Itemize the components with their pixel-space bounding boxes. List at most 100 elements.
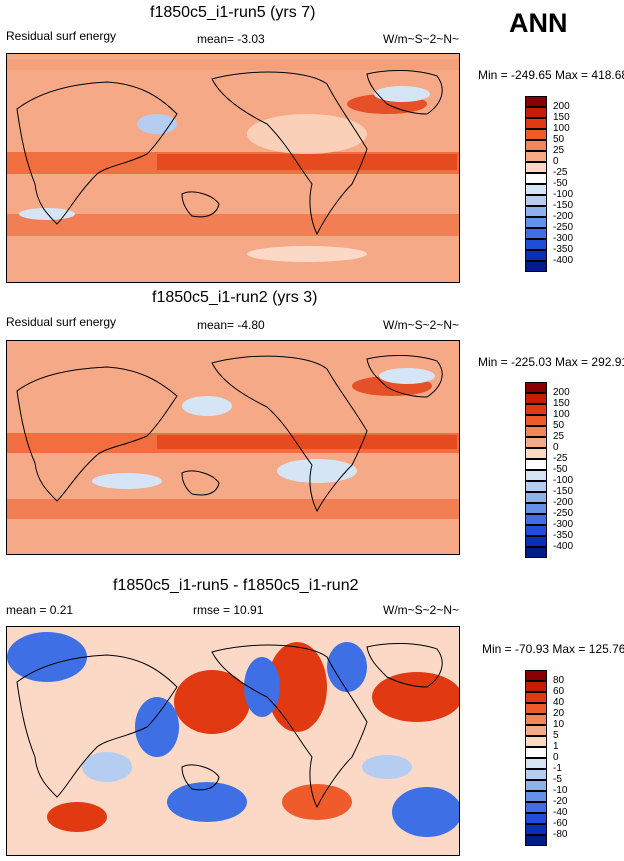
panel-3-colorbar-cell: [525, 835, 547, 846]
panel-2-colorbar-label: -400: [553, 541, 574, 552]
panel-3-colorbar-label: 5: [553, 730, 559, 741]
panel-3-colorbar-label: 40: [553, 697, 565, 708]
panel-2-colorbar-cell: [525, 481, 547, 492]
panel-3-colorbar-cell: [525, 758, 547, 769]
panel-3-colorbar-label: -1: [553, 763, 562, 774]
panel-3-colorbar-cell: [525, 681, 547, 692]
panel-3-units: W/m~S~2~N~: [383, 603, 460, 617]
panel-1-colorbar-label: -25: [553, 167, 568, 178]
panel-1-map-svg: [7, 54, 459, 282]
panel-3-colorbar-label: 0: [553, 752, 559, 763]
panel-3-rmse: rmse = 10.91: [193, 603, 264, 617]
panel-2-colorbar-cell: [525, 459, 547, 470]
panel-2-map: [6, 340, 460, 555]
panel-2-colorbar-cell: [525, 382, 547, 393]
panel-2-colorbar-cell: [525, 448, 547, 459]
panel-3-map: [6, 626, 460, 856]
panel-2-colorbar-cell: [525, 470, 547, 481]
panel-2-map-svg: [7, 341, 459, 554]
panel-3-colorbar-cell: [525, 747, 547, 758]
panel-2-colorbar-label: -350: [553, 530, 574, 541]
panel-3-colorbar-label: 80: [553, 675, 565, 686]
panel-3-colorbar-cell: [525, 714, 547, 725]
panel-1-colorbar-cell: [525, 239, 547, 250]
panel-3-mean: mean = 0.21: [6, 603, 74, 617]
panel-3-colorbar-label: -40: [553, 807, 568, 818]
panel-3-colorbar-cell: [525, 780, 547, 791]
panel-2-units: W/m~S~2~N~: [383, 318, 460, 332]
panel-3-colorbar-label: 1: [553, 741, 559, 752]
panel-2-mean: mean= -4.80: [197, 318, 265, 332]
panel-2-colorbar-label: -150: [553, 486, 574, 497]
panel-3-colorbar-cell: [525, 725, 547, 736]
panel-1-colorbar-cell: [525, 173, 547, 184]
panel-1-colorbar-cell: [525, 228, 547, 239]
panel-2-colorbar-label: -300: [553, 519, 574, 530]
panel-1-colorbar-label: -400: [553, 255, 574, 266]
panel-1-map: [6, 53, 460, 283]
panel-1-colorbar-label: -50: [553, 178, 568, 189]
panel-2-colorbar-label: -200: [553, 497, 574, 508]
panel-1-colorbar-label: 0: [553, 156, 559, 167]
panel-2-colorbar-cell: [525, 492, 547, 503]
panel-2-colorbar-label: 25: [553, 431, 565, 442]
panel-1-colorbar-label: -200: [553, 211, 574, 222]
panel-1-colorbar-cell: [525, 151, 547, 162]
panel-1-minmax: Min = -249.65 Max = 418.68: [478, 68, 624, 82]
panel-2-colorbar-cell: [525, 404, 547, 415]
panel-3-colorbar-label: -20: [553, 796, 568, 807]
panel-1-colorbar-cell: [525, 217, 547, 228]
panel-2-minmax: Min = -225.03 Max = 292.91: [478, 355, 624, 369]
panel-2-colorbar-cell: [525, 437, 547, 448]
panel-1-colorbar-label: -250: [553, 222, 574, 233]
panel-1-colorbar-label: 200: [553, 101, 570, 112]
panel-2-colorbar-label: 0: [553, 442, 559, 453]
panel-3-colorbar-label: 60: [553, 686, 565, 697]
panel-2-colorbar-label: 150: [553, 398, 570, 409]
panel-1-colorbar-label: 50: [553, 134, 565, 145]
panel-3-colorbar-label: -80: [553, 829, 568, 840]
panel-1-colorbar-cell: [525, 162, 547, 173]
season-label: ANN: [509, 8, 568, 38]
panel-1-colorbar-cell: [525, 250, 547, 261]
panel-3-colorbar-cell: [525, 692, 547, 703]
panel-2-colorbar-label: -100: [553, 475, 574, 486]
panel-1-units: W/m~S~2~N~: [383, 32, 460, 46]
panel-1-colorbar-label: -350: [553, 244, 574, 255]
panel-3-colorbar-cell: [525, 802, 547, 813]
panel-3-colorbar-label: 10: [553, 719, 565, 730]
panel-1-colorbar-cell: [525, 96, 547, 107]
panel-3-colorbar-cell: [525, 703, 547, 714]
panel-1-colorbar-cell: [525, 195, 547, 206]
panel-2-colorbar-cell: [525, 503, 547, 514]
panel-2-colorbar-cell: [525, 415, 547, 426]
panel-2-colorbar-label: 100: [553, 409, 570, 420]
panel-3-colorbar-cell: [525, 813, 547, 824]
panel-3-minmax: Min = -70.93 Max = 125.76: [482, 642, 624, 656]
panel-1-colorbar-label: 100: [553, 123, 570, 134]
panel-3-colorbar-label: -10: [553, 785, 568, 796]
panel-2-title: f1850c5_i1-run2 (yrs 3): [152, 289, 318, 306]
panel-1-colorbar-cell: [525, 184, 547, 195]
panel-2-colorbar-cell: [525, 536, 547, 547]
panel-1-colorbar-cell: [525, 129, 547, 140]
panel-3-map-svg: [7, 627, 459, 855]
panel-3-colorbar-cell: [525, 769, 547, 780]
panel-2-colorbar-label: -250: [553, 508, 574, 519]
panel-1-colorbar-cell: [525, 107, 547, 118]
panel-2-colorbar-label: 50: [553, 420, 565, 431]
panel-2-colorbar-label: -50: [553, 464, 568, 475]
panel-1-mean: mean= -3.03: [197, 32, 265, 46]
panel-2-colorbar-cell: [525, 547, 547, 558]
panel-1-title: f1850c5_i1-run5 (yrs 7): [150, 4, 316, 21]
panel-2-colorbar-cell: [525, 514, 547, 525]
panel-3-colorbar-label: 20: [553, 708, 565, 719]
panel-1-colorbar-cell: [525, 140, 547, 151]
panel-1-colorbar-cell: [525, 261, 547, 272]
panel-3-colorbar-cell: [525, 791, 547, 802]
panel-1-left-label: Residual surf energy: [6, 29, 117, 43]
panel-2-colorbar-cell: [525, 525, 547, 536]
panel-3-colorbar-label: -5: [553, 774, 562, 785]
panel-3-title: f1850c5_i1-run5 - f1850c5_i1-run2: [113, 577, 359, 594]
panel-1-colorbar-label: -100: [553, 189, 574, 200]
